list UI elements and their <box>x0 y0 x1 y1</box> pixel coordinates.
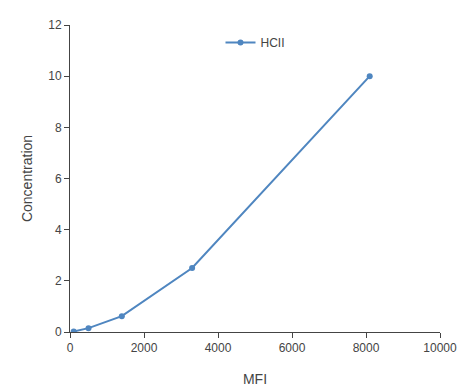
svg-text:10: 10 <box>48 69 62 83</box>
svg-text:MFI: MFI <box>243 371 267 387</box>
svg-text:0: 0 <box>67 341 74 355</box>
svg-text:6: 6 <box>55 172 62 186</box>
svg-text:2: 2 <box>55 274 62 288</box>
svg-text:12: 12 <box>48 18 62 32</box>
svg-text:8: 8 <box>55 121 62 135</box>
svg-text:8000: 8000 <box>353 341 380 355</box>
svg-text:HCII: HCII <box>261 36 285 50</box>
svg-text:10000: 10000 <box>423 341 457 355</box>
svg-text:Concentration: Concentration <box>19 135 35 222</box>
svg-text:4000: 4000 <box>205 341 232 355</box>
svg-text:6000: 6000 <box>279 341 306 355</box>
svg-text:0: 0 <box>55 325 62 339</box>
svg-text:2000: 2000 <box>131 341 158 355</box>
svg-text:4: 4 <box>55 223 62 237</box>
